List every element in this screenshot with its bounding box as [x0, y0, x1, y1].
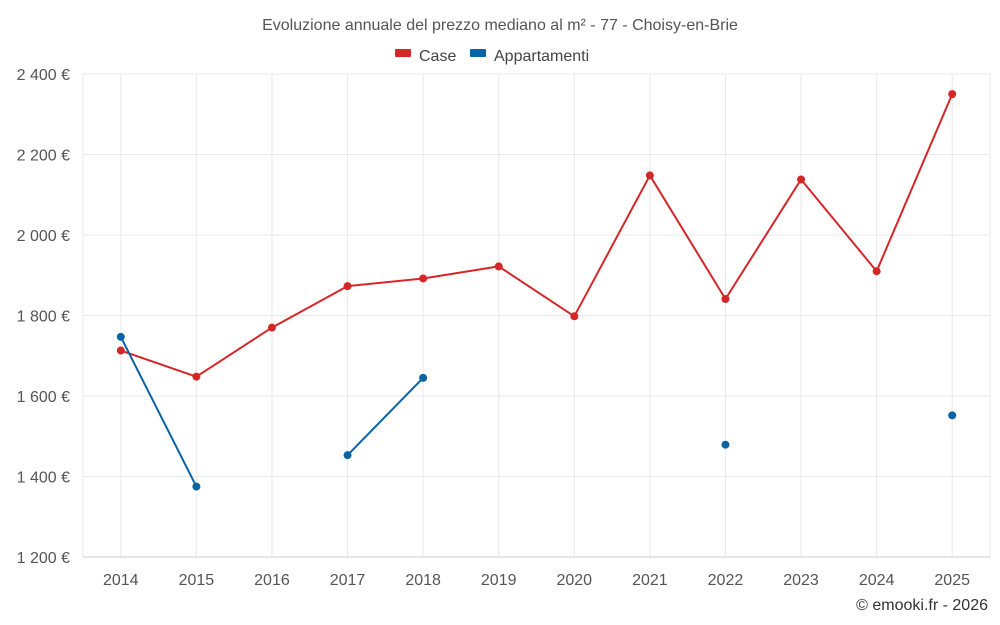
series-line-appartamenti — [119, 335, 198, 488]
credit: © emooki.fr - 2026 — [856, 597, 988, 614]
data-point-appartamenti-2025 — [948, 411, 957, 420]
data-point-appartamenti-2022 — [721, 440, 730, 449]
y-tick-label: 1 400 € — [17, 470, 70, 487]
data-point-case-2022 — [721, 294, 730, 303]
x-tick-label: 2018 — [405, 572, 441, 589]
y-tick-label: 1 800 € — [17, 309, 70, 326]
data-point-case-2021 — [645, 171, 654, 180]
legend-item-case[interactable]: Case — [395, 48, 456, 65]
data-point-case-2016 — [267, 323, 276, 332]
legend-label-case: Case — [419, 48, 456, 65]
data-point-case-2015 — [192, 372, 201, 381]
y-tick-label: 1 200 € — [17, 550, 70, 567]
legend-swatch-case — [395, 49, 411, 57]
x-axis: 2014 2015 2016 2017 2018 2019 2020 2021 2022 2023… — [83, 556, 990, 589]
x-tick-label: 2024 — [859, 572, 895, 589]
data-point-case-2019 — [494, 262, 503, 271]
x-tick-label: 2021 — [632, 572, 668, 589]
data-point-appartamenti-2014 — [116, 332, 125, 341]
data-point-case-2018 — [419, 274, 428, 283]
data-point-case-2020 — [570, 312, 579, 321]
series-layer — [116, 90, 957, 491]
series-appartamenti — [116, 332, 957, 491]
y-tick-label: 2 200 € — [17, 148, 70, 165]
data-point-appartamenti-2015 — [192, 482, 201, 491]
data-point-case-2025 — [948, 90, 957, 99]
chart-title: Evoluzione annuale del prezzo mediano al… — [262, 17, 738, 34]
x-tick-label: 2023 — [783, 572, 819, 589]
data-point-case-2024 — [872, 267, 881, 276]
data-point-case-2017 — [343, 282, 352, 291]
x-tick-label: 2016 — [254, 572, 290, 589]
series-line-appartamenti — [346, 376, 425, 457]
legend-swatch-appartamenti — [470, 49, 486, 57]
series-case — [116, 90, 957, 381]
data-point-appartamenti-2018 — [419, 373, 428, 382]
x-tick-label: 2014 — [103, 572, 139, 589]
y-tick-label: 2 400 € — [17, 67, 70, 84]
legend-item-appartamenti[interactable]: Appartamenti — [470, 48, 589, 65]
series-line-case — [119, 93, 954, 378]
gridlines — [82, 73, 991, 557]
legend: Case Appartamenti — [395, 48, 589, 65]
x-tick-label: 2020 — [556, 572, 592, 589]
data-point-appartamenti-2017 — [343, 451, 352, 460]
x-tick-label: 2019 — [481, 572, 517, 589]
data-point-case-2023 — [797, 175, 806, 184]
x-tick-label: 2017 — [330, 572, 366, 589]
data-point-case-2014 — [116, 346, 125, 355]
x-tick-label: 2022 — [708, 572, 744, 589]
y-axis: 1 200 € 1 400 € 1 600 € 1 800 € 2 000 € 2 200… — [17, 67, 70, 567]
y-tick-label: 2 000 € — [17, 228, 70, 245]
x-tick-label: 2015 — [179, 572, 215, 589]
x-tick-label: 2025 — [934, 572, 970, 589]
legend-label-appartamenti: Appartamenti — [494, 48, 589, 65]
y-tick-label: 1 600 € — [17, 389, 70, 406]
